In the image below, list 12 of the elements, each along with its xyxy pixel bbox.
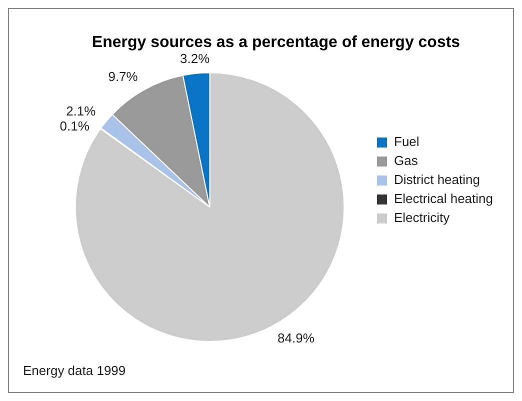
data-label: 9.7%	[108, 68, 138, 84]
legend-label: District heating	[394, 172, 480, 188]
data-label: 84.9%	[278, 330, 315, 346]
legend-label: Electricity	[394, 210, 450, 226]
text: Energy data 1999	[23, 363, 126, 378]
chart-title: Energy sources as a percentage of energy costs	[92, 34, 460, 52]
legend-label: Fuel	[394, 134, 420, 150]
data-label: 2.1%	[66, 104, 96, 119]
data-label: 0.1%	[60, 118, 90, 134]
legend-label: Electrical heating	[394, 191, 493, 206]
legend-label: Gas	[394, 153, 418, 168]
data-label: 3.2%	[180, 51, 210, 66]
